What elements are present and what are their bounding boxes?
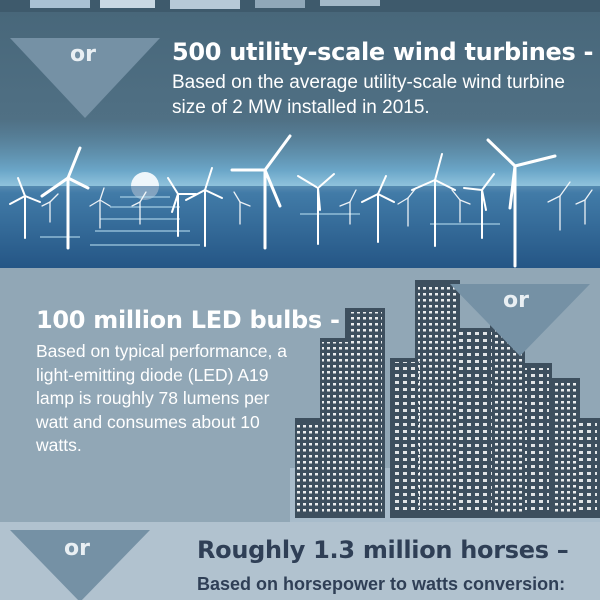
wind-section: or 500 utility-scale wind turbines - Bas…: [0, 0, 600, 268]
down-arrow-icon: [10, 38, 160, 118]
city-skyline-image: [290, 280, 600, 522]
wind-farm-image: [0, 118, 600, 268]
horses-section: or Roughly 1.3 million horses – Based on…: [0, 522, 600, 600]
wind-title: 500 utility-scale wind turbines -: [172, 38, 594, 66]
or-label: or: [503, 288, 529, 313]
horses-description: Based on horsepower to watts conversion:: [197, 574, 566, 594]
or-label: or: [70, 42, 96, 67]
horses-title: Roughly 1.3 million horses –: [197, 536, 569, 564]
led-description: Based on typical performance, a light-em…: [36, 341, 287, 455]
led-title: 100 million LED bulbs -: [36, 306, 340, 334]
solar-panels-image: [0, 0, 600, 12]
wind-description: Based on the average utility-scale wind …: [172, 72, 565, 118]
down-arrow-icon: [450, 284, 590, 356]
led-section: or 100 million LED bulbs - Based on typi…: [0, 268, 600, 522]
or-label: or: [64, 536, 90, 561]
down-arrow-icon: [10, 530, 150, 600]
